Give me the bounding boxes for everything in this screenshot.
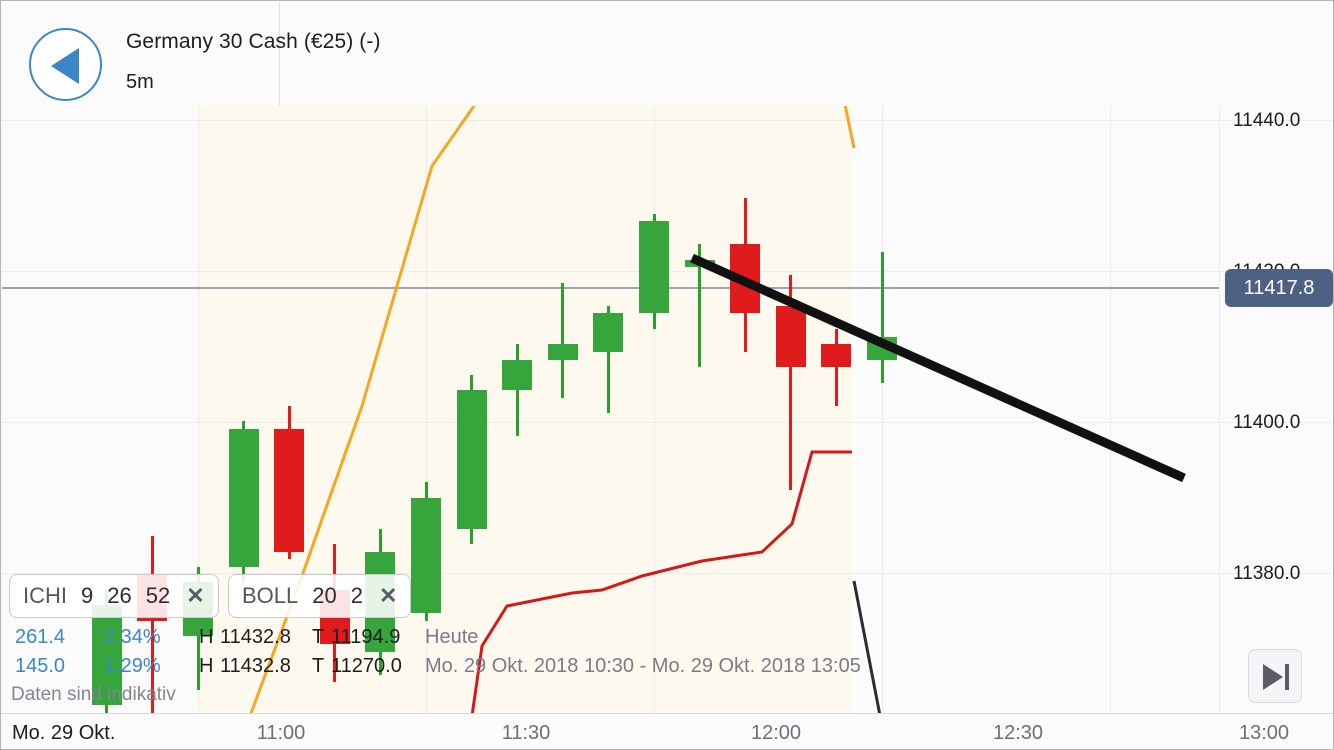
indicator-chip-ichi[interactable]: ICHI 9 26 52 ✕ xyxy=(9,574,219,618)
gridline-1230 xyxy=(882,106,883,713)
gridline-11420 xyxy=(2,271,1219,272)
stats-row-today: 261.4 2.34% H 11432.8 T 11194.9 Heute xyxy=(9,626,769,652)
gridline-1300 xyxy=(1110,106,1111,713)
indicator-param-ichi-2: 26 xyxy=(107,583,132,608)
time-tick-1230: 12:30 xyxy=(992,722,1044,744)
time-axis[interactable]: Mo. 29 Okt. 11:00 11:30 12:00 12:30 13:0… xyxy=(2,714,1333,749)
current-price-badge: 11417.8 xyxy=(1225,269,1333,307)
candlestick xyxy=(730,198,761,352)
time-axis-divider xyxy=(1,713,1333,714)
candlestick xyxy=(639,213,669,329)
candlestick xyxy=(456,374,487,544)
candlestick xyxy=(547,282,578,398)
indicator-param-ichi-1: 9 xyxy=(81,583,94,608)
indicator-param-ichi-3: 52 xyxy=(145,583,171,608)
stat-percent-session: 1.29% xyxy=(104,655,161,677)
candlestick xyxy=(502,344,533,437)
skip-to-end-bar xyxy=(1285,664,1289,690)
stat-low-session: 11270.0 xyxy=(331,655,402,677)
candle-wick xyxy=(561,282,565,398)
current-price-line xyxy=(2,287,1219,289)
gridline-11440 xyxy=(2,120,1219,121)
price-tick-11400: 11400.0 xyxy=(1233,412,1301,433)
candle-body xyxy=(502,359,533,391)
gridline-11400 xyxy=(2,422,1219,423)
time-tick-1300: 13:00 xyxy=(1238,722,1290,744)
candle-body xyxy=(639,221,669,314)
candlestick xyxy=(91,590,122,713)
candle-wick xyxy=(150,536,154,713)
candle-body xyxy=(775,305,806,368)
indicator-param-boll-1: 20 xyxy=(312,583,337,608)
header-divider xyxy=(279,2,280,106)
candle-wick xyxy=(515,344,519,437)
candlestick xyxy=(821,328,852,406)
stat-high-today: 11432.8 xyxy=(220,626,291,648)
candle-body xyxy=(684,259,715,268)
close-icon-ichi[interactable]: ✕ xyxy=(186,583,205,608)
candle-wick xyxy=(880,251,884,383)
chikou-span-line xyxy=(852,580,882,713)
skip-to-end-button[interactable] xyxy=(1248,649,1302,703)
stat-high-session: 11432.8 xyxy=(220,655,291,677)
candlestick xyxy=(593,305,624,414)
stat-high-label-session: H xyxy=(199,655,214,677)
indicator-param-boll-2: 2 xyxy=(350,583,363,608)
price-tick-line-11400 xyxy=(1219,422,1333,423)
time-tick-1100: 11:00 xyxy=(256,722,306,744)
back-button[interactable] xyxy=(29,28,102,101)
stat-change-today: 261.4 xyxy=(15,626,66,648)
close-icon-boll[interactable]: ✕ xyxy=(379,583,398,608)
price-axis-divider xyxy=(1219,106,1220,713)
gridline-1100 xyxy=(198,106,199,713)
candlestick xyxy=(867,251,897,383)
candle-body xyxy=(593,313,624,352)
candle-body xyxy=(730,244,761,314)
candlestick xyxy=(274,405,305,560)
time-tick-1130: 11:30 xyxy=(501,722,551,744)
indicator-chip-row: ICHI 9 26 52 ✕ BOLL 20 2 ✕ xyxy=(9,574,769,620)
indicator-name-ichi: ICHI xyxy=(23,583,67,608)
stat-percent-today: 2.34% xyxy=(104,626,161,648)
price-axis[interactable]: 11440.0 11420.0 11400.0 11380.0 11417.8 xyxy=(1219,106,1333,713)
instrument-title: Germany 30 Cash (€25) (-) xyxy=(126,30,381,53)
stat-low-label-today: T xyxy=(312,626,325,648)
price-tick-11440: 11440.0 xyxy=(1233,110,1301,131)
stat-low-label-session: T xyxy=(312,655,325,677)
stats-block: 261.4 2.34% H 11432.8 T 11194.9 Heute 14… xyxy=(9,626,861,681)
price-tick-11380: 11380.0 xyxy=(1233,563,1301,584)
data-disclaimer: Daten sind indikativ xyxy=(11,684,176,705)
time-tick-date: Mo. 29 Okt. xyxy=(12,722,116,744)
candle-body xyxy=(456,390,487,529)
timeframe-label: 5m xyxy=(126,71,154,93)
price-tick-line-11380 xyxy=(1219,573,1333,574)
stat-period-session: Mo. 29 Okt. 2018 10:30 - Mo. 29 Okt. 201… xyxy=(425,655,861,677)
indicator-chip-boll[interactable]: BOLL 20 2 ✕ xyxy=(228,574,412,618)
time-tick-1200: 12:00 xyxy=(750,722,802,744)
skip-to-end-icon xyxy=(1263,664,1283,690)
stat-high-label-today: H xyxy=(199,626,214,648)
stat-low-today: 11194.9 xyxy=(331,626,401,648)
price-tick-line-11440 xyxy=(1219,120,1333,121)
candlestick xyxy=(775,275,806,491)
indicator-legend-panel: ICHI 9 26 52 ✕ BOLL 20 2 ✕ 261.4 2.34% H… xyxy=(9,574,861,681)
stats-row-session: 145.0 1.29% H 11432.8 T 11270.0 Mo. 29 O… xyxy=(9,655,861,681)
candle-wick xyxy=(834,328,838,406)
stat-change-session: 145.0 xyxy=(15,655,66,677)
indicator-name-boll: BOLL xyxy=(242,583,299,608)
candle-body xyxy=(228,428,259,567)
candlestick xyxy=(228,421,259,583)
chart-header: Germany 30 Cash (€25) (-) 5m xyxy=(1,1,1333,106)
stat-period-today: Heute xyxy=(425,626,479,648)
candle-body xyxy=(91,605,122,706)
back-triangle-icon xyxy=(51,48,79,84)
candlestick xyxy=(684,244,715,368)
candle-body xyxy=(821,344,852,368)
candle-body xyxy=(547,344,578,360)
candle-body xyxy=(867,336,897,360)
candle-body xyxy=(274,428,305,552)
